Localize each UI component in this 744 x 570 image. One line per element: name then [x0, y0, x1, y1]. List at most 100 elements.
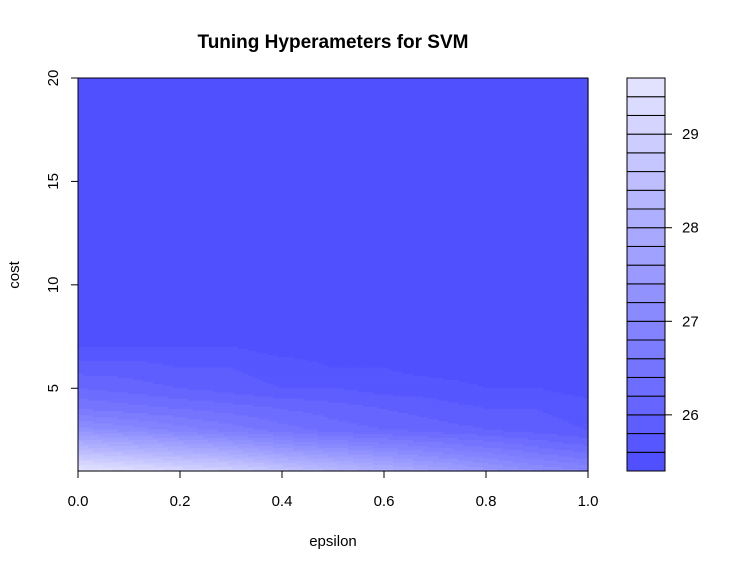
contour-cell — [388, 94, 394, 98]
contour-cell — [238, 92, 244, 96]
contour-cell — [238, 90, 244, 94]
contour-cell — [258, 80, 264, 83]
contour-cell — [383, 82, 389, 85]
contour-cell — [333, 92, 339, 96]
contour-cell — [213, 88, 219, 92]
contour-cell — [418, 111, 424, 114]
contour-cell — [583, 102, 589, 106]
contour-cell — [78, 88, 84, 92]
contour-cell — [333, 113, 339, 116]
contour-cell — [83, 84, 89, 87]
contour-cell — [183, 82, 189, 85]
contour-cell — [133, 109, 139, 112]
contour-cell — [233, 102, 239, 106]
contour-cell — [328, 109, 334, 112]
contour-cell — [103, 92, 109, 96]
contour-cell — [388, 96, 394, 100]
contour-cell — [498, 109, 504, 112]
contour-cell — [368, 96, 374, 100]
contour-cell — [528, 78, 534, 81]
contour-cell — [308, 100, 314, 104]
contour-cell — [278, 90, 284, 94]
contour-cell — [173, 86, 179, 89]
contour-cell — [468, 78, 474, 81]
contour-cell — [298, 90, 304, 94]
contour-cell — [148, 109, 154, 112]
contour-cell — [503, 80, 509, 83]
contour-cell — [378, 113, 384, 116]
contour-cell — [258, 113, 264, 116]
contour-cell — [258, 88, 264, 92]
contour-cell — [523, 98, 529, 102]
contour-cell — [78, 104, 84, 108]
contour-cell — [463, 100, 469, 104]
contour-cell — [323, 102, 329, 106]
contour-cell — [198, 102, 204, 106]
contour-cell — [568, 88, 574, 92]
contour-cell — [323, 113, 329, 116]
contour-cell — [583, 82, 589, 85]
contour-cell — [403, 94, 409, 98]
contour-cell — [358, 113, 364, 116]
contour-cell — [318, 102, 324, 106]
contour-cell — [498, 98, 504, 102]
contour-cell — [113, 94, 119, 98]
contour-cell — [523, 86, 529, 89]
contour-cell — [158, 113, 164, 116]
contour-cell — [243, 92, 249, 96]
contour-cell — [148, 102, 154, 106]
contour-cell — [438, 102, 444, 106]
contour-cell — [98, 92, 104, 96]
contour-cell — [453, 94, 459, 98]
contour-cell — [468, 98, 474, 102]
contour-cell — [183, 115, 189, 118]
contour-cell — [123, 80, 129, 83]
contour-cell — [378, 111, 384, 114]
contour-cell — [543, 100, 549, 104]
contour-cell — [513, 98, 519, 102]
contour-cell — [463, 113, 469, 116]
contour-cell — [578, 98, 584, 102]
contour-cell — [498, 104, 504, 108]
contour-cell — [338, 102, 344, 106]
contour-cell — [543, 113, 549, 116]
contour-cell — [563, 80, 569, 83]
contour-cell — [393, 98, 399, 102]
contour-cell — [298, 92, 304, 96]
contour-cell — [288, 78, 294, 81]
contour-cell — [83, 115, 89, 118]
contour-cell — [568, 80, 574, 83]
contour-cell — [78, 92, 84, 96]
contour-cell — [303, 88, 309, 92]
contour-cell — [363, 80, 369, 83]
contour-cell — [488, 104, 494, 108]
contour-cell — [178, 109, 184, 112]
contour-cell — [128, 80, 134, 83]
contour-cell — [408, 88, 414, 92]
contour-cell — [578, 100, 584, 104]
contour-cell — [343, 100, 349, 104]
contour-cell — [568, 86, 574, 89]
contour-cell — [148, 84, 154, 87]
contour-cell — [343, 113, 349, 116]
contour-cell — [203, 86, 209, 89]
contour-cell — [338, 84, 344, 87]
contour-cell — [493, 92, 499, 96]
contour-cell — [458, 78, 464, 81]
contour-cell — [328, 104, 334, 108]
contour-cell — [418, 109, 424, 112]
contour-cell — [393, 104, 399, 108]
contour-cell — [113, 104, 119, 108]
contour-cell — [248, 96, 254, 100]
contour-cell — [93, 98, 99, 102]
contour-cell — [258, 86, 264, 89]
contour-cell — [488, 100, 494, 104]
contour-cell — [428, 106, 434, 110]
contour-cell — [253, 102, 259, 106]
contour-cell — [553, 90, 559, 94]
contour-cell — [118, 111, 124, 114]
contour-cell — [188, 100, 194, 104]
contour-cell — [253, 104, 259, 108]
contour-cell — [278, 98, 284, 102]
contour-cell — [248, 109, 254, 112]
